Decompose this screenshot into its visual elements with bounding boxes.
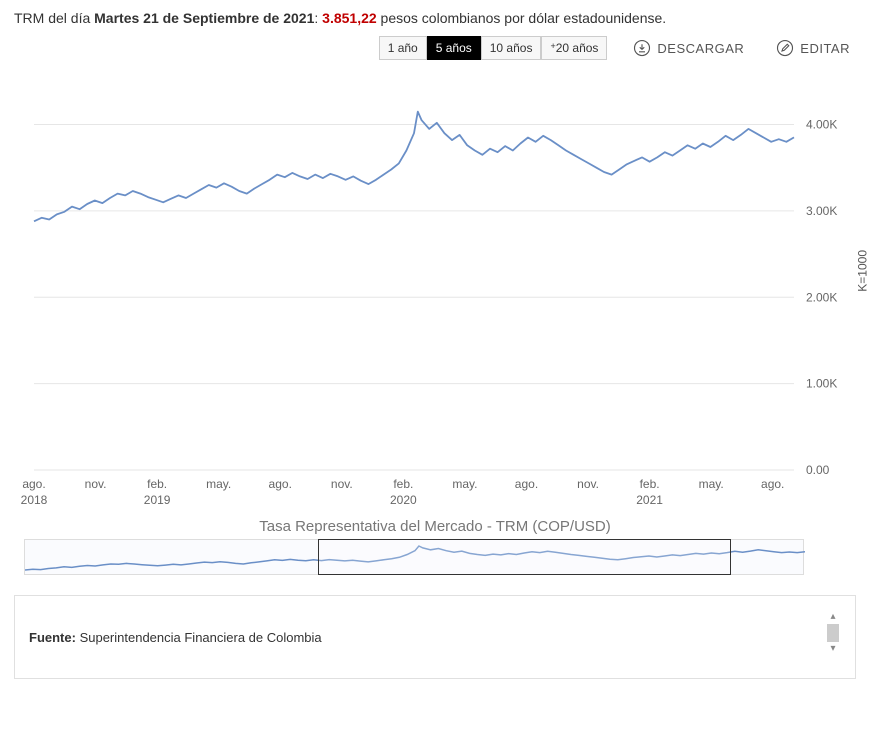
svg-text:1.00K: 1.00K [806, 377, 837, 391]
chart-container: 0.00 1.00K 2.00K 3.00K 4.00K ago. 2018 nov. feb.… [14, 80, 854, 510]
range-button-2[interactable]: 10 años [481, 36, 542, 60]
range-button-3[interactable]: +20 años [541, 36, 607, 60]
navigator-window[interactable] [318, 539, 731, 575]
svg-text:ago.: ago. [269, 477, 292, 491]
header-value: 3.851,22 [322, 10, 377, 26]
scroll-down-icon: ▾ [830, 644, 835, 654]
scrollbar[interactable]: ▴ ▾ [825, 612, 841, 662]
svg-text:may.: may. [452, 477, 477, 491]
range-button-group: 1 año5 años10 años+20 años [379, 36, 608, 60]
svg-text:4.00K: 4.00K [806, 118, 837, 132]
header-prefix: TRM del día [14, 10, 94, 26]
svg-text:2019: 2019 [144, 493, 171, 507]
edit-icon [776, 39, 794, 57]
scroll-thumb[interactable] [827, 624, 839, 642]
chart-subtitle: Tasa Representativa del Mercado - TRM (C… [14, 518, 856, 535]
chart-toolbar: 1 año5 años10 años+20 años DESCARGAR EDI… [14, 36, 856, 60]
svg-text:3.00K: 3.00K [806, 204, 837, 218]
svg-text:feb.: feb. [393, 477, 413, 491]
header-separator: : [314, 10, 322, 26]
svg-text:may.: may. [206, 477, 231, 491]
svg-text:feb.: feb. [640, 477, 660, 491]
source-box: Fuente: Superintendencia Financiera de C… [14, 595, 856, 679]
source-text-wrap: Fuente: Superintendencia Financiera de C… [29, 630, 322, 645]
svg-text:nov.: nov. [85, 477, 107, 491]
svg-text:ago.: ago. [22, 477, 45, 491]
source-label: Fuente: [29, 630, 76, 645]
header-line: TRM del día Martes 21 de Septiembre de 2… [14, 10, 856, 26]
svg-text:2.00K: 2.00K [806, 290, 837, 304]
svg-text:2020: 2020 [390, 493, 417, 507]
header-suffix: pesos colombianos por dólar estadouniden… [377, 10, 667, 26]
svg-text:ago.: ago. [515, 477, 538, 491]
scroll-up-icon: ▴ [830, 612, 835, 622]
svg-text:0.00: 0.00 [806, 463, 830, 477]
y-axis-note: K=1000 [856, 250, 870, 292]
range-button-1[interactable]: 5 años [427, 36, 481, 60]
trm-line-chart: 0.00 1.00K 2.00K 3.00K 4.00K ago. 2018 nov. feb.… [14, 80, 854, 510]
range-button-0[interactable]: 1 año [379, 36, 427, 60]
source-text: Superintendencia Financiera de Colombia [76, 630, 322, 645]
svg-text:ago.: ago. [761, 477, 784, 491]
svg-text:nov.: nov. [577, 477, 599, 491]
svg-text:2018: 2018 [21, 493, 48, 507]
download-icon [633, 39, 651, 57]
svg-text:2021: 2021 [636, 493, 663, 507]
svg-text:feb.: feb. [147, 477, 167, 491]
header-date: Martes 21 de Septiembre de 2021 [94, 10, 314, 26]
edit-button[interactable]: EDITAR [770, 38, 856, 58]
download-label: DESCARGAR [657, 41, 744, 56]
download-button[interactable]: DESCARGAR [627, 38, 750, 58]
svg-text:nov.: nov. [331, 477, 353, 491]
edit-label: EDITAR [800, 41, 850, 56]
svg-text:may.: may. [699, 477, 724, 491]
chart-navigator[interactable] [24, 539, 804, 575]
